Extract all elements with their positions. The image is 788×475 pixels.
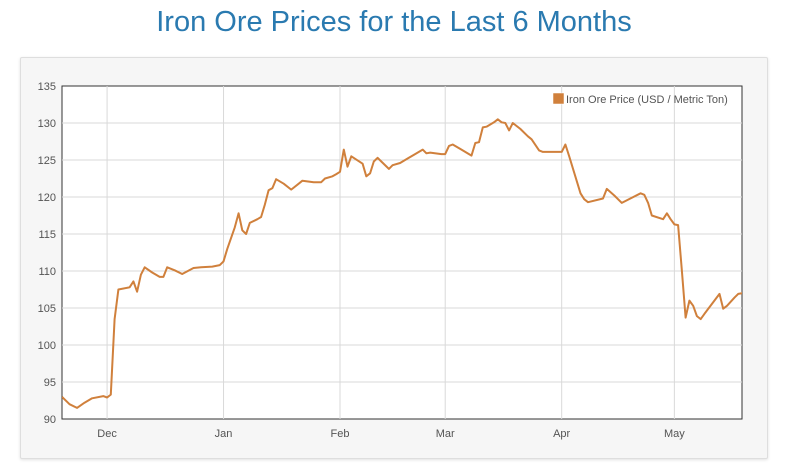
chart-container: 90 95 100 105 110 115 120 125 130 135 Dec Jan Feb Mar… <box>20 57 768 459</box>
y-tick-label: 90 <box>44 414 56 426</box>
legend: Iron Ore Price (USD / Metric Ton) <box>552 92 728 106</box>
x-tick-label: Mar <box>436 428 455 440</box>
line-chart: 90 95 100 105 110 115 120 125 130 135 Dec Jan Feb Mar… <box>38 81 743 440</box>
y-tick-label: 130 <box>38 118 56 130</box>
x-tick-label: May <box>664 428 685 440</box>
y-tick-label: 125 <box>38 155 56 167</box>
x-tick-label: Feb <box>331 428 350 440</box>
series-layer <box>62 118 742 409</box>
grid-lines <box>62 86 742 419</box>
page-title: Iron Ore Prices for the Last 6 Months <box>156 6 632 38</box>
series-line-iron-ore-price <box>62 118 742 409</box>
y-tick-label: 105 <box>38 303 56 315</box>
plot-area <box>61 85 743 420</box>
axis-tick-labels: 90 95 100 105 110 115 120 125 130 135 Dec Jan Feb Mar… <box>38 81 686 440</box>
legend-label: Iron Ore Price (USD / Metric Ton) <box>566 94 728 106</box>
y-tick-label: 110 <box>38 266 56 278</box>
y-tick-label: 120 <box>38 192 56 204</box>
y-tick-label: 135 <box>38 81 56 93</box>
x-tick-label: Apr <box>553 428 570 440</box>
legend-swatch <box>552 92 565 105</box>
y-tick-label: 115 <box>38 229 56 241</box>
x-tick-label: Dec <box>97 428 117 440</box>
y-tick-label: 95 <box>44 377 56 389</box>
x-tick-label: Jan <box>215 428 233 440</box>
y-tick-label: 100 <box>38 340 56 352</box>
